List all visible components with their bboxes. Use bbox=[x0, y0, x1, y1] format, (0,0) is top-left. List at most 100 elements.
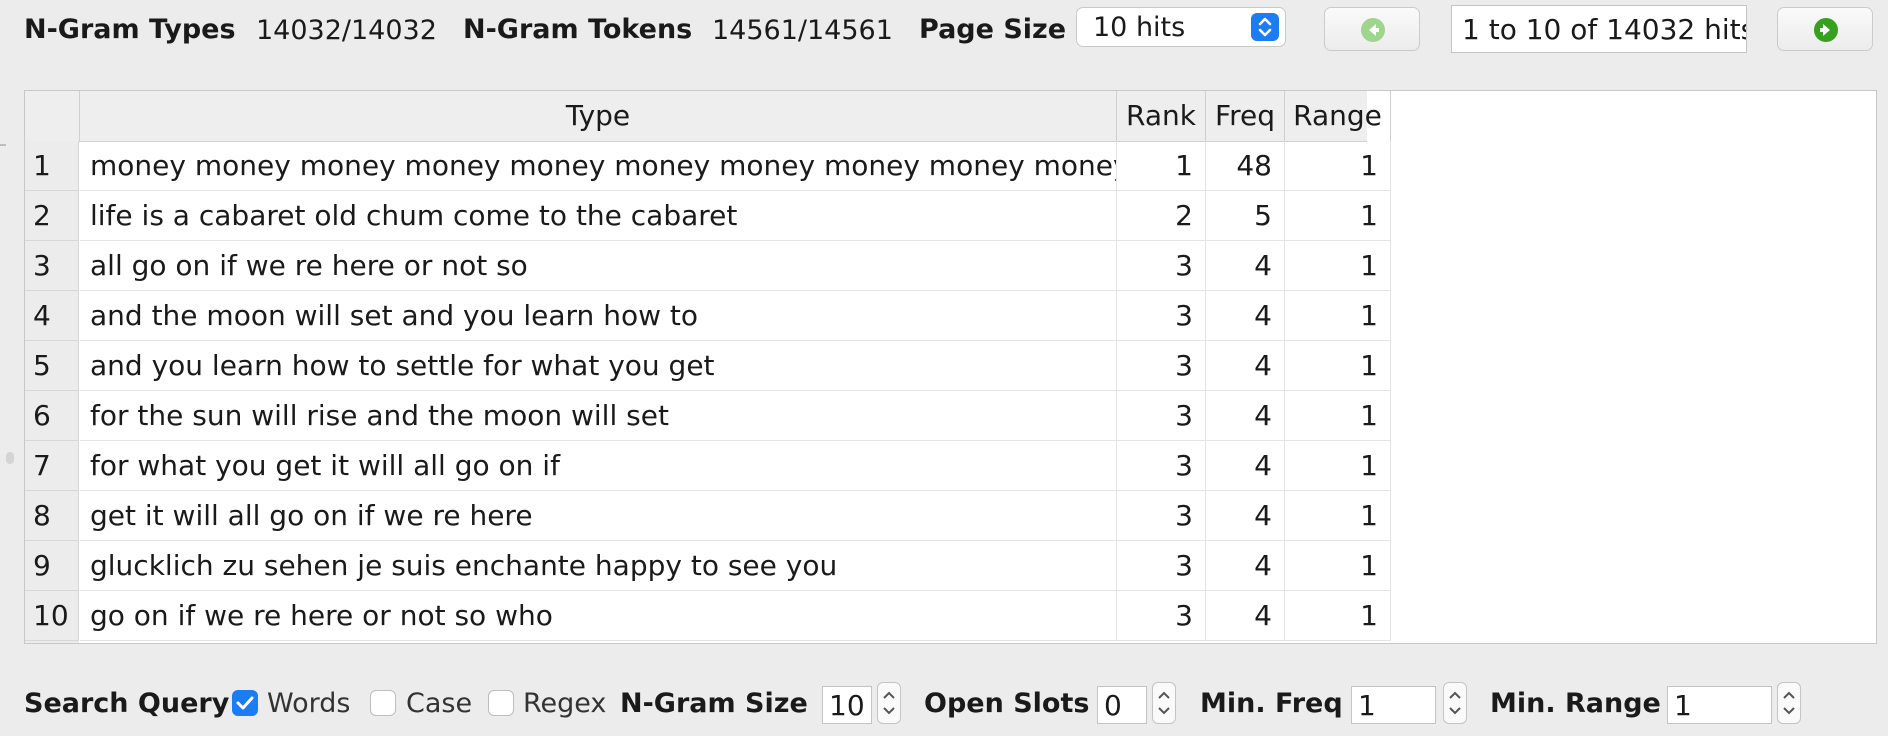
min-freq-stepper[interactable] bbox=[1443, 682, 1467, 724]
row-number: 1 bbox=[25, 141, 79, 191]
freq-cell[interactable]: 4 bbox=[1206, 491, 1285, 541]
table-row[interactable]: 7 for what you get it will all go on if … bbox=[25, 441, 1391, 491]
rank-cell[interactable]: 3 bbox=[1117, 491, 1206, 541]
row-number: 8 bbox=[25, 491, 79, 541]
row-number: 3 bbox=[25, 241, 79, 291]
type-cell[interactable]: and the moon will set and you learn how … bbox=[80, 291, 1117, 341]
freq-cell[interactable]: 4 bbox=[1206, 441, 1285, 491]
range-cell[interactable]: 1 bbox=[1285, 391, 1391, 441]
rank-cell[interactable]: 3 bbox=[1117, 341, 1206, 391]
freq-cell[interactable]: 4 bbox=[1206, 241, 1285, 291]
page-size-value: 10 hits bbox=[1093, 12, 1186, 43]
column-header-range[interactable]: Range bbox=[1285, 91, 1391, 141]
table-row[interactable]: 9 glucklich zu sehen je suis enchante ha… bbox=[25, 541, 1391, 591]
range-cell[interactable]: 1 bbox=[1285, 291, 1391, 341]
open-slots-stepper[interactable] bbox=[1152, 682, 1176, 724]
splitter-grip[interactable] bbox=[6, 452, 14, 464]
range-cell[interactable]: 1 bbox=[1285, 141, 1391, 191]
search-options-bar: Search Query Words Case Regex N-Gram Siz… bbox=[0, 676, 1888, 732]
arrow-right-circle-icon bbox=[1814, 18, 1838, 42]
search-query-label: Search Query bbox=[24, 688, 230, 719]
arrow-left-circle-icon bbox=[1361, 18, 1385, 42]
stepper-arrows-icon bbox=[1449, 691, 1461, 715]
page-size-select[interactable]: 10 hits bbox=[1076, 7, 1286, 47]
open-slots-field[interactable]: 0 bbox=[1097, 686, 1147, 724]
table-row[interactable]: 6 for the sun will rise and the moon wil… bbox=[25, 391, 1391, 441]
top-toolbar: N-Gram Types 14032/14032 N-Gram Tokens 1… bbox=[0, 0, 1888, 62]
next-page-button[interactable] bbox=[1777, 7, 1873, 51]
type-cell[interactable]: glucklich zu sehen je suis enchante happ… bbox=[80, 541, 1117, 591]
type-cell[interactable]: for the sun will rise and the moon will … bbox=[80, 391, 1117, 441]
row-number: 5 bbox=[25, 341, 79, 391]
freq-cell[interactable]: 4 bbox=[1206, 391, 1285, 441]
ngram-types-value: 14032/14032 bbox=[256, 15, 437, 46]
stepper-arrows-icon bbox=[1783, 691, 1795, 715]
column-header-freq[interactable]: Freq bbox=[1206, 91, 1285, 141]
column-header-type[interactable]: Type bbox=[80, 91, 1117, 141]
min-range-field[interactable]: 1 bbox=[1667, 686, 1772, 724]
min-freq-value: 1 bbox=[1358, 689, 1376, 722]
freq-cell[interactable]: 4 bbox=[1206, 341, 1285, 391]
ngram-size-value: 10 bbox=[829, 689, 865, 722]
chevron-up-down-icon bbox=[1251, 13, 1279, 41]
table-row[interactable]: 1 money money money money money money mo… bbox=[25, 141, 1391, 191]
rank-cell[interactable]: 3 bbox=[1117, 441, 1206, 491]
ngram-size-label: N-Gram Size bbox=[620, 688, 808, 719]
type-cell[interactable]: get it will all go on if we re here bbox=[80, 491, 1117, 541]
ngram-size-stepper[interactable] bbox=[877, 682, 901, 724]
rank-cell[interactable]: 3 bbox=[1117, 291, 1206, 341]
rank-cell[interactable]: 3 bbox=[1117, 391, 1206, 441]
row-number: 4 bbox=[25, 291, 79, 341]
hits-range-field[interactable]: 1 to 10 of 14032 hits bbox=[1451, 5, 1747, 53]
row-number: 6 bbox=[25, 391, 79, 441]
rank-cell[interactable]: 3 bbox=[1117, 241, 1206, 291]
checkmark-icon bbox=[236, 696, 254, 710]
rank-cell[interactable]: 2 bbox=[1117, 191, 1206, 241]
case-label[interactable]: Case bbox=[406, 688, 473, 719]
type-cell[interactable]: for what you get it will all go on if bbox=[80, 441, 1117, 491]
table-row[interactable]: 8 get it will all go on if we re here 3 … bbox=[25, 491, 1391, 541]
row-number: 10 bbox=[25, 591, 79, 641]
freq-cell[interactable]: 4 bbox=[1206, 541, 1285, 591]
range-cell[interactable]: 1 bbox=[1285, 591, 1391, 641]
words-label[interactable]: Words bbox=[267, 688, 351, 719]
column-header-rank[interactable]: Rank bbox=[1117, 91, 1206, 141]
table-row[interactable]: 2 life is a cabaret old chum come to the… bbox=[25, 191, 1391, 241]
freq-cell[interactable]: 4 bbox=[1206, 591, 1285, 641]
freq-cell[interactable]: 4 bbox=[1206, 291, 1285, 341]
range-cell[interactable]: 1 bbox=[1285, 441, 1391, 491]
min-freq-field[interactable]: 1 bbox=[1351, 686, 1436, 724]
rank-cell[interactable]: 3 bbox=[1117, 591, 1206, 641]
range-cell[interactable]: 1 bbox=[1285, 491, 1391, 541]
range-cell[interactable]: 1 bbox=[1285, 191, 1391, 241]
ngram-size-field[interactable]: 10 bbox=[822, 686, 872, 724]
ngram-tokens-value: 14561/14561 bbox=[712, 15, 893, 46]
table-row[interactable]: 4 and the moon will set and you learn ho… bbox=[25, 291, 1391, 341]
row-number: 2 bbox=[25, 191, 79, 241]
case-checkbox[interactable] bbox=[370, 690, 396, 716]
freq-cell[interactable]: 5 bbox=[1206, 191, 1285, 241]
type-cell[interactable]: and you learn how to settle for what you… bbox=[80, 341, 1117, 391]
previous-page-button[interactable] bbox=[1324, 7, 1420, 51]
regex-checkbox[interactable] bbox=[488, 690, 514, 716]
regex-label[interactable]: Regex bbox=[523, 688, 607, 719]
rank-cell[interactable]: 3 bbox=[1117, 541, 1206, 591]
freq-cell[interactable]: 48 bbox=[1206, 141, 1285, 191]
min-range-stepper[interactable] bbox=[1777, 682, 1801, 724]
range-cell[interactable]: 1 bbox=[1285, 541, 1391, 591]
table-row[interactable]: 10 go on if we re here or not so who 3 4… bbox=[25, 591, 1391, 641]
ngram-types-label: N-Gram Types bbox=[24, 14, 236, 45]
row-number: 7 bbox=[25, 441, 79, 491]
type-cell[interactable]: money money money money money money mone… bbox=[80, 141, 1117, 191]
page-size-label: Page Size bbox=[919, 14, 1067, 45]
table-row[interactable]: 3 all go on if we re here or not so 3 4 … bbox=[25, 241, 1391, 291]
type-cell[interactable]: all go on if we re here or not so bbox=[80, 241, 1117, 291]
rank-cell[interactable]: 1 bbox=[1117, 141, 1206, 191]
words-checkbox[interactable] bbox=[232, 690, 258, 716]
table-row[interactable]: 5 and you learn how to settle for what y… bbox=[25, 341, 1391, 391]
type-cell[interactable]: go on if we re here or not so who bbox=[80, 591, 1117, 641]
stepper-arrows-icon bbox=[883, 691, 895, 715]
range-cell[interactable]: 1 bbox=[1285, 241, 1391, 291]
range-cell[interactable]: 1 bbox=[1285, 341, 1391, 391]
type-cell[interactable]: life is a cabaret old chum come to the c… bbox=[80, 191, 1117, 241]
